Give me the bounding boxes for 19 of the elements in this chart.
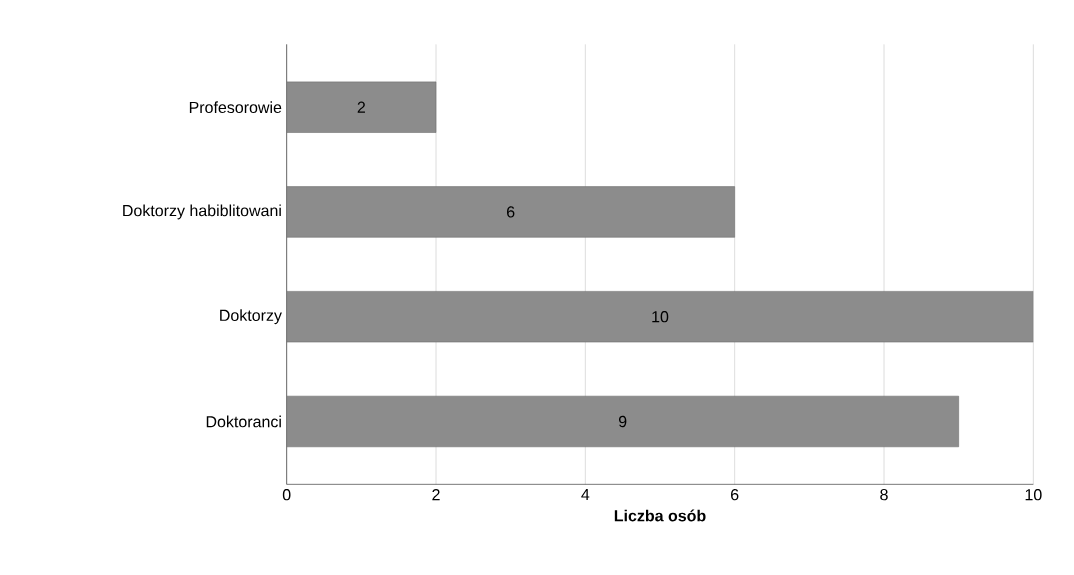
x-tick-label: 2 [432, 489, 440, 501]
x-tick-label: 0 [282, 489, 291, 501]
x-tick-label: 4 [581, 489, 590, 501]
bar [286, 81, 437, 133]
x-tick-label: 10 [1025, 489, 1042, 501]
y-tick-label: Doktorzy [220, 309, 282, 325]
data-label: 6 [507, 206, 515, 218]
data-label: 10 [652, 311, 669, 323]
y-tick-label: Doktoranci [206, 415, 281, 428]
y-tick-label: Doktorzy habiblitowani [123, 204, 281, 220]
x-tick-label: 6 [731, 489, 739, 501]
x-axis-title: Liczba osób [614, 509, 706, 522]
data-label: 2 [357, 101, 365, 113]
y-tick-label: Profesorowie [189, 101, 282, 114]
bar [286, 395, 959, 448]
bar [286, 186, 735, 238]
bar [286, 291, 1034, 343]
data-label: 9 [618, 415, 627, 428]
x-tick-label: 8 [880, 489, 888, 501]
